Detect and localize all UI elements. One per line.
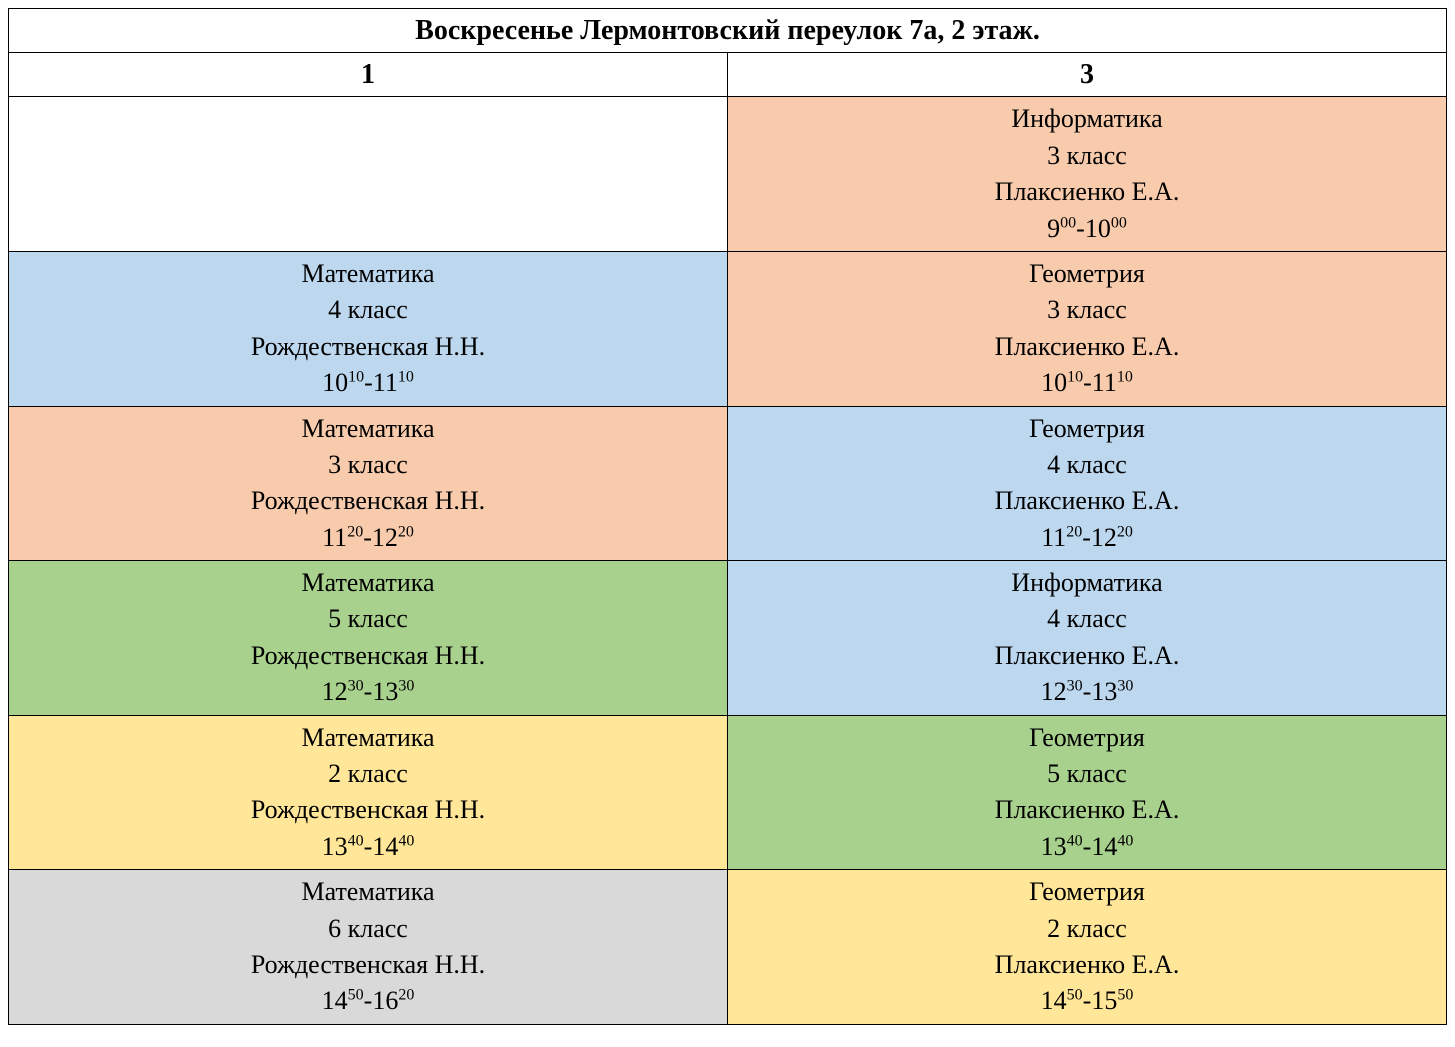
grade-label: 3 класс	[1047, 138, 1127, 174]
subject-label: Математика	[301, 256, 434, 292]
teacher-label: Рождественская Н.Н.	[251, 483, 485, 519]
schedule-cell: Информатика3 классПлаксиенко Е.А.900-100…	[728, 97, 1447, 252]
schedule-cell: Информатика4 классПлаксиенко Е.А.1230-13…	[728, 561, 1447, 716]
schedule-cell: Математика3 классРождественская Н.Н.1120…	[9, 406, 728, 561]
table-row: Математика4 классРождественская Н.Н.1010…	[9, 251, 1447, 406]
cell-content: Информатика3 классПлаксиенко Е.А.900-100…	[732, 101, 1442, 247]
subject-label: Математика	[301, 565, 434, 601]
time-label: 1230-1330	[1041, 674, 1134, 710]
teacher-label: Плаксиенко Е.А.	[995, 329, 1180, 365]
teacher-label: Плаксиенко Е.А.	[995, 483, 1180, 519]
cell-content: Математика5 классРождественская Н.Н.1230…	[13, 565, 723, 711]
time-label: 1010-1110	[322, 365, 414, 401]
schedule-cell	[9, 97, 728, 252]
grade-label: 2 класс	[1047, 911, 1127, 947]
schedule-cell: Геометрия2 классПлаксиенко Е.А.1450-1550	[728, 870, 1447, 1025]
column-header-1: 1	[9, 53, 728, 97]
schedule-cell: Математика4 классРождественская Н.Н.1010…	[9, 251, 728, 406]
header-row: 1 3	[9, 53, 1447, 97]
subject-label: Информатика	[1011, 565, 1162, 601]
table-row: Информатика3 классПлаксиенко Е.А.900-100…	[9, 97, 1447, 252]
subject-label: Математика	[301, 720, 434, 756]
grade-label: 4 класс	[1047, 601, 1127, 637]
time-label: 1340-1440	[1041, 829, 1134, 865]
teacher-label: Рождественская Н.Н.	[251, 792, 485, 828]
empty-cell	[13, 104, 723, 244]
schedule-cell: Геометрия5 классПлаксиенко Е.А.1340-1440	[728, 715, 1447, 870]
cell-content: Математика4 классРождественская Н.Н.1010…	[13, 256, 723, 402]
subject-label: Геометрия	[1029, 874, 1145, 910]
time-label: 1450-1550	[1041, 983, 1134, 1019]
time-label: 1120-1220	[322, 520, 414, 556]
schedule-cell: Математика2 классРождественская Н.Н.1340…	[9, 715, 728, 870]
teacher-label: Плаксиенко Е.А.	[995, 174, 1180, 210]
subject-label: Математика	[301, 411, 434, 447]
grade-label: 3 класс	[1047, 292, 1127, 328]
table-row: Математика2 классРождественская Н.Н.1340…	[9, 715, 1447, 870]
time-label: 1340-1440	[322, 829, 415, 865]
cell-content: Математика3 классРождественская Н.Н.1120…	[13, 411, 723, 557]
cell-content: Математика2 классРождественская Н.Н.1340…	[13, 720, 723, 866]
time-label: 1120-1220	[1041, 520, 1133, 556]
cell-content: Геометрия2 классПлаксиенко Е.А.1450-1550	[732, 874, 1442, 1020]
grade-label: 4 класс	[1047, 447, 1127, 483]
cell-content: Геометрия3 классПлаксиенко Е.А.1010-1110	[732, 256, 1442, 402]
table-row: Математика5 классРождественская Н.Н.1230…	[9, 561, 1447, 716]
schedule-cell: Математика5 классРождественская Н.Н.1230…	[9, 561, 728, 716]
table-row: Математика6 классРождественская Н.Н.1450…	[9, 870, 1447, 1025]
title-row: Воскресенье Лермонтовский переулок 7а, 2…	[9, 9, 1447, 53]
grade-label: 6 класс	[328, 911, 408, 947]
teacher-label: Рождественская Н.Н.	[251, 947, 485, 983]
grade-label: 5 класс	[328, 601, 408, 637]
subject-label: Математика	[301, 874, 434, 910]
schedule-tbody: Воскресенье Лермонтовский переулок 7а, 2…	[9, 9, 1447, 1025]
subject-label: Информатика	[1011, 101, 1162, 137]
cell-content: Геометрия5 классПлаксиенко Е.А.1340-1440	[732, 720, 1442, 866]
time-label: 900-1000	[1047, 211, 1127, 247]
table-row: Математика3 классРождественская Н.Н.1120…	[9, 406, 1447, 561]
grade-label: 4 класс	[328, 292, 408, 328]
time-label: 1450-1620	[322, 983, 415, 1019]
cell-content: Математика6 классРождественская Н.Н.1450…	[13, 874, 723, 1020]
teacher-label: Плаксиенко Е.А.	[995, 792, 1180, 828]
subject-label: Геометрия	[1029, 411, 1145, 447]
time-label: 1010-1110	[1041, 365, 1133, 401]
teacher-label: Плаксиенко Е.А.	[995, 947, 1180, 983]
time-label: 1230-1330	[322, 674, 415, 710]
schedule-cell: Математика6 классРождественская Н.Н.1450…	[9, 870, 728, 1025]
schedule-table: Воскресенье Лермонтовский переулок 7а, 2…	[8, 8, 1447, 1025]
cell-content: Геометрия4 классПлаксиенко Е.А.1120-1220	[732, 411, 1442, 557]
cell-content: Информатика4 классПлаксиенко Е.А.1230-13…	[732, 565, 1442, 711]
grade-label: 2 класс	[328, 756, 408, 792]
subject-label: Геометрия	[1029, 256, 1145, 292]
teacher-label: Плаксиенко Е.А.	[995, 638, 1180, 674]
teacher-label: Рождественская Н.Н.	[251, 638, 485, 674]
schedule-title: Воскресенье Лермонтовский переулок 7а, 2…	[9, 9, 1447, 53]
subject-label: Геометрия	[1029, 720, 1145, 756]
teacher-label: Рождественская Н.Н.	[251, 329, 485, 365]
schedule-cell: Геометрия4 классПлаксиенко Е.А.1120-1220	[728, 406, 1447, 561]
column-header-2: 3	[728, 53, 1447, 97]
grade-label: 5 класс	[1047, 756, 1127, 792]
grade-label: 3 класс	[328, 447, 408, 483]
schedule-cell: Геометрия3 классПлаксиенко Е.А.1010-1110	[728, 251, 1447, 406]
